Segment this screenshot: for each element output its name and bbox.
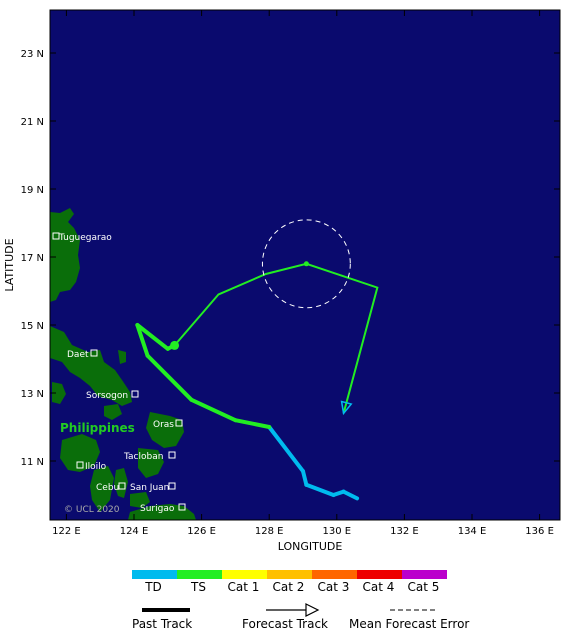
arrow-icon <box>305 603 320 617</box>
copyright-text: © UCL 2020 <box>64 505 120 515</box>
past-track-segment <box>145 353 194 402</box>
y-axis-title: LATITUDE <box>3 238 16 291</box>
city-label: Oras <box>153 420 174 430</box>
map-frame <box>49 9 561 521</box>
past-track-segment <box>341 489 360 501</box>
city-label: Daet <box>67 350 89 360</box>
forecast-arrow-icon <box>340 400 353 416</box>
category-label: Cat 1 <box>227 580 260 594</box>
city-marker-icon <box>168 451 176 459</box>
city-label: Iloilo <box>85 462 107 472</box>
category-swatch <box>177 570 222 579</box>
city-marker-icon <box>52 232 60 240</box>
city-label: Cebu <box>96 483 119 493</box>
samar-island <box>146 412 184 448</box>
city-marker-icon <box>168 482 176 490</box>
category-swatch <box>267 570 312 579</box>
past-track-segment <box>233 418 272 429</box>
city-label: Surigao <box>140 504 175 514</box>
lon-tick-label: 130 E <box>323 526 352 537</box>
storm-tracks <box>135 219 379 501</box>
storm-track-map: 122 E 124 E 126 E 128 E 130 E 132 E 134 E 136 E… <box>3 9 561 553</box>
mindoro-island <box>52 382 66 404</box>
catanduanes-island <box>118 350 126 364</box>
masbate-island <box>104 404 122 420</box>
city-marker-icon <box>175 419 183 427</box>
category-swatch <box>132 570 177 579</box>
lat-tick-label: 19 N <box>21 185 44 196</box>
lon-tick-label: 134 E <box>458 526 487 537</box>
category-label: Cat 3 <box>317 580 350 594</box>
lat-tick-label: 21 N <box>21 117 44 128</box>
mean-forecast-error-circle <box>261 219 351 309</box>
category-label: TD <box>145 580 162 594</box>
lat-tick-label: 11 N <box>21 457 44 468</box>
category-label: Cat 4 <box>362 580 395 594</box>
category-label: Cat 5 <box>407 580 440 594</box>
axis-ticks: 122 E 124 E 126 E 128 E 130 E 132 E 134 E 136 E… <box>21 10 560 537</box>
lon-tick-label: 128 E <box>255 526 284 537</box>
lon-tick-label: 136 E <box>525 526 554 537</box>
luzon-island <box>50 208 80 302</box>
category-swatch <box>222 570 267 579</box>
category-swatch <box>402 570 447 579</box>
city-label: Tacloban <box>123 452 163 462</box>
city-marker-icon <box>131 390 139 398</box>
city-label: Sorsogon <box>86 391 128 401</box>
past-track-segment <box>304 482 336 497</box>
lon-tick-label: 126 E <box>187 526 216 537</box>
city-marker-icon <box>90 349 98 357</box>
negros-island <box>90 466 114 512</box>
panay-island <box>60 434 100 472</box>
category-swatch <box>312 570 357 579</box>
forecast-track-line <box>173 262 379 414</box>
category-swatch <box>357 570 402 579</box>
city-marker-icon <box>178 503 186 511</box>
leyte-island <box>138 448 164 478</box>
lat-tick-label: 17 N <box>21 253 44 264</box>
country-label: Philippines <box>60 421 135 435</box>
legend: TD TS Cat 1 Cat 2 Cat 3 Cat 4 Cat 5 Past Track… <box>0 560 580 639</box>
category-label: Cat 2 <box>272 580 305 594</box>
x-axis-title: LONGITUDE <box>278 540 343 553</box>
forecast-track-label: Forecast Track <box>242 617 328 631</box>
southern-luzon <box>50 326 132 406</box>
lon-tick-label: 132 E <box>390 526 419 537</box>
past-track-segment <box>135 323 170 351</box>
mean-error-label: Mean Forecast Error <box>349 617 470 631</box>
lon-tick-label: 124 E <box>120 526 149 537</box>
city-markers: Tuguegarao Daet Sorsogon Iloilo Tacloban Cebu… <box>52 232 186 514</box>
forecast-point-marker <box>303 261 309 267</box>
past-track-segment <box>189 397 238 423</box>
lat-tick-label: 15 N <box>21 321 44 332</box>
land-masses <box>50 208 196 520</box>
category-label: TS <box>191 580 206 594</box>
lat-tick-label: 23 N <box>21 49 44 60</box>
lon-tick-label: 122 E <box>52 526 81 537</box>
city-marker-icon <box>118 482 126 490</box>
bohol-island <box>130 492 150 508</box>
past-track-segment <box>301 469 309 487</box>
lat-tick-label: 13 N <box>21 389 44 400</box>
city-marker-icon <box>76 461 84 469</box>
past-track-segment <box>267 425 305 474</box>
city-label: Tuguegarao <box>58 233 112 243</box>
track-key-symbols <box>142 603 438 617</box>
city-label: San Juan <box>130 483 169 493</box>
past-track-label: Past Track <box>132 617 193 631</box>
past-track-segment <box>135 323 150 358</box>
